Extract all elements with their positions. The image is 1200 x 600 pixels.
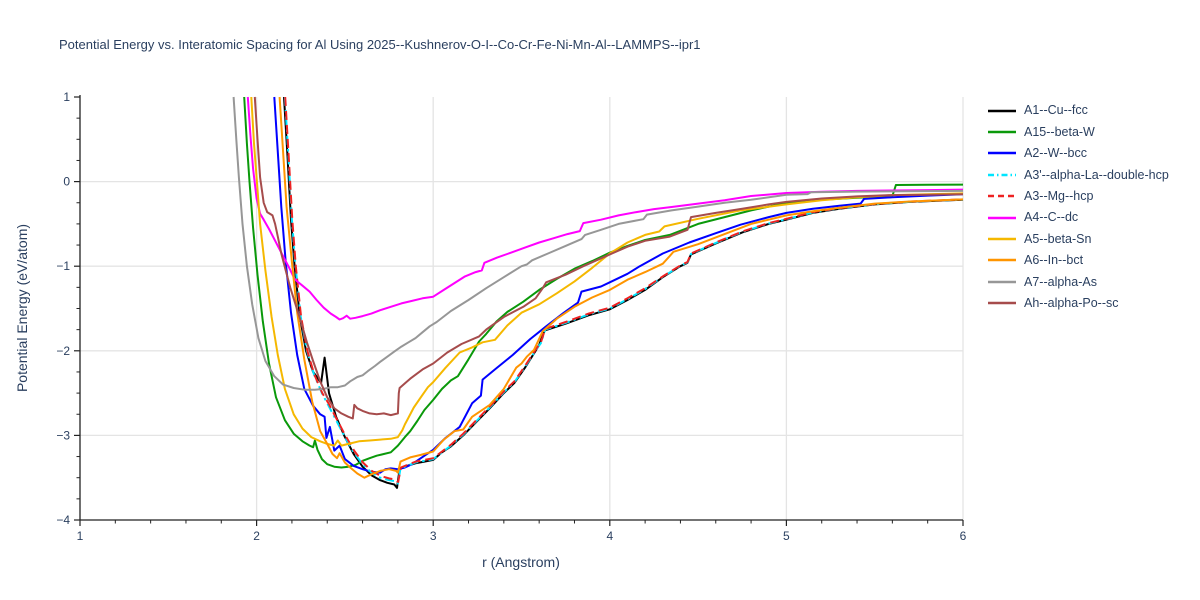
legend-line-icon <box>988 130 1016 134</box>
curve-a5-beta-sn <box>250 96 964 447</box>
y-tick-label: −4 <box>56 513 70 527</box>
tick-labels: 1 2 3 4 5 6 1 0 −1 −2 −3 −4 <box>56 90 966 543</box>
legend-label: A3'--alpha-La--double-hcp <box>1024 167 1169 182</box>
curve-ah-alpha-po-sc <box>253 96 964 420</box>
legend-label: A3--Mg--hcp <box>1024 189 1094 203</box>
legend-item-a3-mg-hcp: A3--Mg--hcp <box>988 186 1169 207</box>
y-tick-label: −2 <box>56 344 70 358</box>
curve-a4-c-dc <box>246 96 964 321</box>
curve-a1-cu-fcc <box>283 96 964 489</box>
legend-item-a1-cu-fcc: A1--Cu--fcc <box>988 100 1169 121</box>
legend-line-icon <box>988 280 1016 284</box>
legend-line-icon <box>988 216 1016 219</box>
legend: A1--Cu--fcc A15--beta-W A2--W--bcc A3'--alp… <box>988 100 1169 314</box>
legend-label: Ah--alpha-Po--sc <box>1024 295 1119 310</box>
legend-label: A7--alpha-As <box>1024 274 1097 289</box>
x-tick-label: 6 <box>960 529 967 543</box>
y-axis-label: Potential Energy (eV/atom) <box>14 224 30 392</box>
x-axis-label: r (Angstrom) <box>482 554 560 570</box>
legend-line-icon <box>988 109 1016 112</box>
legend-label: A1--Cu--fcc <box>1024 103 1088 118</box>
legend-item-a7-alpha-as: A7--alpha-As <box>988 271 1169 292</box>
legend-label: A4--C--dc <box>1024 210 1079 225</box>
chart-title: Potential Energy vs. Interatomic Spacing… <box>59 37 701 52</box>
legend-line-icon <box>988 259 1016 262</box>
x-tick-label: 1 <box>77 529 84 543</box>
legend-label: A15--beta-W <box>1024 124 1095 139</box>
legend-item-a4-c-dc: A4--C--dc <box>988 207 1169 228</box>
legend-line-icon <box>988 237 1016 241</box>
y-tick-label: −3 <box>56 428 70 442</box>
legend-label: A2--W--bcc <box>1024 146 1087 161</box>
legend-line-icon <box>988 301 1016 305</box>
x-tick-label: 4 <box>606 529 613 543</box>
legend-line-icon <box>988 152 1016 155</box>
y-tick-label: 0 <box>63 175 70 189</box>
curve-a15-beta-w <box>243 96 964 469</box>
legend-label: A6--In--bct <box>1024 253 1084 268</box>
legend-item-ah-alpha-po-sc: Ah--alpha-Po--sc <box>988 293 1169 314</box>
curves <box>232 96 964 489</box>
x-tick-label: 2 <box>253 529 260 543</box>
curve-a7-alpha-as <box>232 96 964 391</box>
legend-item-a2-w-bcc: A2--W--bcc <box>988 143 1169 164</box>
y-tick-label: −1 <box>56 259 70 273</box>
gridlines <box>80 97 964 520</box>
legend-item-a3-alpha-la-double-hcp: A3'--alpha-La--double-hcp <box>988 164 1169 185</box>
y-tick-label: 1 <box>63 90 70 104</box>
curve-a6-in-bct <box>278 96 964 479</box>
curve-a3-mg-hcp <box>284 96 964 483</box>
x-tick-label: 3 <box>430 529 437 543</box>
legend-label: A5--beta-Sn <box>1024 231 1092 246</box>
legend-item-a5-beta-sn: A5--beta-Sn <box>988 228 1169 249</box>
curve-a2-w-bcc <box>273 96 964 474</box>
legend-item-a15-beta-w: A15--beta-W <box>988 121 1169 142</box>
legend-line-icon <box>988 195 1016 198</box>
legend-item-a6-in-bct: A6--In--bct <box>988 250 1169 271</box>
curve-a3-alpha-la-double-hcp <box>283 96 964 485</box>
axes <box>74 95 964 526</box>
legend-line-icon <box>988 173 1016 177</box>
x-tick-label: 5 <box>783 529 790 543</box>
